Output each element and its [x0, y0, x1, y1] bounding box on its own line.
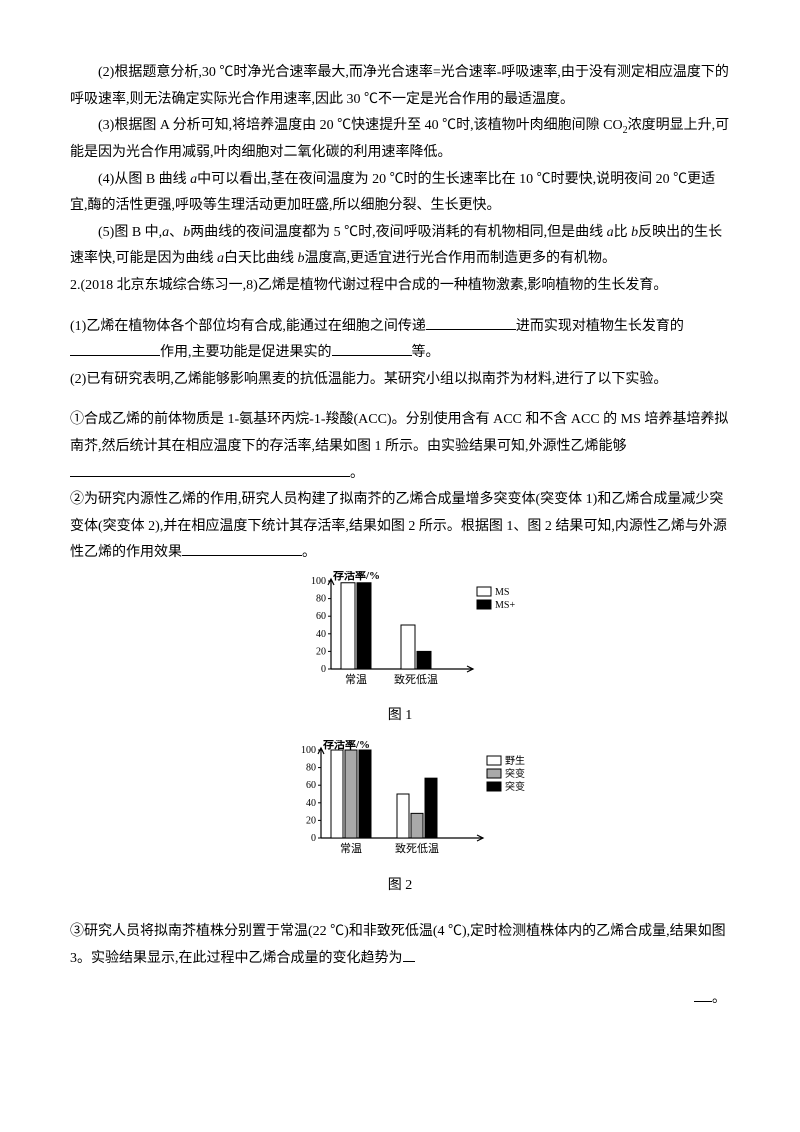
text: 等。 [412, 345, 440, 360]
text: 白天比曲线 [224, 251, 298, 266]
text: (1)乙烯在植物体各个部位均有合成,能通过在细胞之间传递 [70, 319, 426, 334]
italic-b: b [298, 251, 305, 266]
text: 两曲线的夜间温度都为 5 ℃时,夜间呼吸消耗的有机物相同,但是曲线 [190, 225, 607, 240]
paragraph-4: (4)从图 B 曲线 a中可以看出,茎在夜间温度为 20 ℃时的生长速率比在 1… [70, 167, 730, 220]
blank-fill[interactable] [70, 462, 350, 477]
text: 作用,主要功能是促进果实的 [160, 345, 332, 360]
svg-text:20: 20 [316, 646, 326, 657]
blank-fill[interactable] [694, 987, 712, 1002]
text: 。 [712, 991, 726, 1006]
svg-text:20: 20 [306, 815, 316, 826]
blank-fill[interactable] [332, 341, 412, 356]
italic-a: a [607, 225, 614, 240]
svg-text:致死低温: 致死低温 [394, 672, 438, 686]
svg-text:0: 0 [311, 833, 316, 844]
svg-text:常温: 常温 [340, 842, 362, 855]
spacer [70, 300, 730, 314]
svg-text:存活率/%: 存活率/% [323, 740, 370, 751]
chart-2-svg: 存活率/% 0 20 40 60 80 100 常温 致死低温 野生型突变体1突变体2 [275, 740, 525, 860]
paragraph-5: (5)图 B 中, a 、 b 两曲线的夜间温度都为 5 ℃时,夜间呼吸消耗的有机物相同… [70, 220, 730, 273]
svg-text:MS+ACC: MS+ACC [495, 600, 515, 611]
svg-text:80: 80 [306, 763, 316, 774]
question-2-1: (1)乙烯在植物体各个部位均有合成,能通过在细胞之间传递 进而实现对植物生长发育的… [70, 314, 730, 367]
text: ②为研究内源性乙烯的作用,研究人员构建了拟南芥的乙烯合成量增多突变体(突变体 1… [70, 492, 727, 560]
text: (5)图 B 中, [98, 225, 162, 240]
trailing-blank: 。 [70, 986, 730, 1013]
figure-1: 存活率/% 0 20 40 60 80 100 常温 致死低温 MS MS+ACC [70, 571, 730, 702]
svg-text:60: 60 [306, 780, 316, 791]
text: 。 [302, 545, 316, 560]
svg-text:100: 100 [311, 576, 326, 587]
blank-fill[interactable] [426, 315, 516, 330]
italic-a: a [217, 251, 224, 266]
question-2-c2: ②为研究内源性乙烯的作用,研究人员构建了拟南芥的乙烯合成量增多突变体(突变体 1… [70, 487, 730, 567]
spacer [70, 909, 730, 919]
blank-fill[interactable] [182, 541, 302, 556]
question-2-c3: ③研究人员将拟南芥植株分别置于常温(22 ℃)和非致死低温(4 ℃),定时检测植… [70, 919, 730, 972]
svg-text:100: 100 [301, 745, 316, 756]
text: (3)根据图 A 分析可知,将培养温度由 20 ℃快速提升至 40 ℃时,该植物… [98, 118, 623, 133]
svg-text:40: 40 [316, 629, 326, 640]
svg-text:致死低温: 致死低温 [395, 841, 439, 855]
svg-text:MS: MS [495, 587, 509, 598]
spacer [70, 393, 730, 407]
svg-text:0: 0 [321, 664, 326, 675]
question-2-2: (2)已有研究表明,乙烯能够影响黑麦的抗低温能力。某研究小组以拟南芥为材料,进行… [70, 367, 730, 394]
text: ③研究人员将拟南芥植株分别置于常温(22 ℃)和非致死低温(4 ℃),定时检测植… [70, 924, 726, 966]
svg-text:突变体1: 突变体1 [505, 767, 525, 780]
document-page: (2)根据题意分析,30 ℃时净光合速率最大,而净光合速率=光合速率-呼吸速率,… [0, 0, 800, 1067]
paragraph-3: (3)根据图 A 分析可知,将培养温度由 20 ℃快速提升至 40 ℃时,该植物… [70, 113, 730, 166]
svg-text:80: 80 [316, 593, 326, 604]
text: 进而实现对植物生长发育的 [516, 319, 684, 334]
chart-1-svg: 存活率/% 0 20 40 60 80 100 常温 致死低温 MS MS+ACC [285, 571, 515, 691]
text: 。 [350, 466, 364, 481]
svg-text:野生型: 野生型 [505, 754, 525, 767]
svg-text:突变体2: 突变体2 [505, 780, 525, 793]
svg-text:60: 60 [316, 611, 326, 622]
paragraph-2: (2)根据题意分析,30 ℃时净光合速率最大,而净光合速率=光合速率-呼吸速率,… [70, 60, 730, 113]
figure-1-caption: 图 1 [70, 703, 730, 730]
figure-2: 存活率/% 0 20 40 60 80 100 常温 致死低温 野生型突变体1突变体2 [70, 740, 730, 871]
svg-text:40: 40 [306, 798, 316, 809]
svg-text:存活率/%: 存活率/% [333, 571, 380, 582]
text: 温度高,更适宜进行光合作用而制造更多的有机物。 [305, 251, 617, 266]
blank-fill[interactable] [70, 341, 160, 356]
question-2-head: 2.(2018 北京东城综合练习一,8)乙烯是植物代谢过程中合成的一种植物激素,… [70, 273, 730, 300]
question-2-c1: ①合成乙烯的前体物质是 1-氨基环丙烷-1-羧酸(ACC)。分别使用含有 ACC… [70, 407, 730, 487]
text: ①合成乙烯的前体物质是 1-氨基环丙烷-1-羧酸(ACC)。分别使用含有 ACC… [70, 412, 728, 454]
text: 、 [169, 225, 183, 240]
text: 比 [614, 225, 632, 240]
svg-text:常温: 常温 [345, 673, 367, 686]
blank-fill[interactable] [403, 947, 415, 962]
text: (4)从图 B 曲线 [98, 172, 190, 187]
figure-2-caption: 图 2 [70, 873, 730, 900]
